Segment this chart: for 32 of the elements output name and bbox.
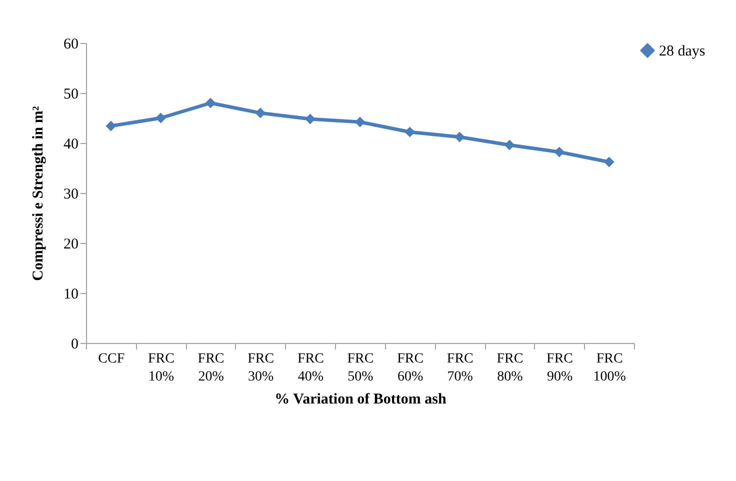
x-tick-label: FRC 20% [198,352,224,384]
x-tick-label: FRC 100% [593,352,626,384]
point [304,114,316,124]
x-tick-label: FRC 60% [397,352,424,384]
y-tick-label: 0 [71,336,78,352]
y-tick-label: 10 [64,286,78,302]
x-tick-label: FRC 30% [248,352,274,384]
point [554,146,565,158]
point [205,98,216,108]
point [604,156,614,168]
y-tick-label: 60 [64,36,78,52]
y-tick-label: 20 [64,236,78,252]
y-tick-label: 40 [64,136,78,152]
point [255,108,266,118]
x-tick-label: FRC 80% [496,352,524,384]
point [155,112,166,124]
x-tick-label: FRC 90% [546,352,574,384]
x-tick-label: CCF [98,352,125,366]
point [354,116,366,128]
x-tick-label: FRC 10% [148,352,174,384]
y-tick-label: 50 [64,86,78,102]
legend-label: 28 days [659,44,706,60]
x-tick-label: FRC 40% [297,352,324,384]
point [454,132,465,142]
x-axis-title: % Variation of Bottom ash [274,392,447,408]
x-tick-label: FRC 70% [446,352,474,384]
point [106,120,116,132]
y-axis-title: Compressi e Strength in m² [30,106,46,281]
point [404,126,416,138]
x-tick-label: FRC 50% [347,352,374,384]
y-tick-label: 30 [64,186,78,202]
point [504,140,515,150]
